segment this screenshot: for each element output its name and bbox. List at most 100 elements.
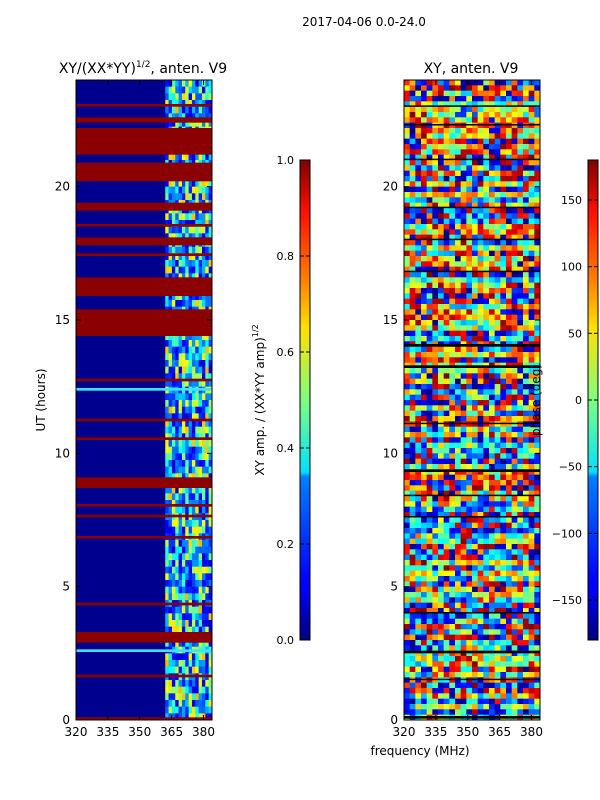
phase-cell [409,469,416,475]
phase-cell [415,96,422,102]
phase-cell [472,698,478,705]
phase-cell [466,442,473,449]
phase-cell [426,154,433,161]
amp-cell [198,93,203,101]
amp-cell [171,413,176,421]
amp-cell [175,553,179,561]
phase-cell [506,469,512,475]
phase-cell [506,501,512,507]
amp-cell [195,553,199,561]
phase-cell [477,293,484,299]
phase-cell [477,106,484,113]
phase-cell [517,480,524,486]
phase-cell [415,245,422,251]
phase-cell [494,538,501,545]
phase-cell [494,453,501,459]
amp-cell [165,86,169,94]
amp-cell [168,433,173,441]
amp-xtick-label: 320 [65,725,88,739]
phase-cell [449,544,456,550]
amp-cell [165,273,169,281]
amp-cell [181,706,186,714]
phase-cell [511,698,518,705]
phase-cell [415,474,422,481]
phase-cell [449,261,456,267]
phase-cell [500,176,507,182]
amp-cell [198,500,203,507]
amp-cell [175,680,179,687]
amp-cell [178,180,183,187]
amp-cell [178,393,183,401]
amp-cell [195,620,199,627]
amp-cell [188,93,193,101]
amp-cell [171,606,176,614]
phase-cell [534,565,541,571]
phase-cell [528,586,535,593]
phase-cell [409,117,416,123]
amp-cell [171,346,176,354]
phase-cell [455,336,461,342]
phase-cell [421,570,427,577]
phase-cell [483,672,490,678]
phase-cell [460,464,467,470]
amp-cell [165,520,169,527]
phase-cell [489,101,495,107]
amp-cell [175,620,179,627]
phase-cell [506,640,512,646]
phase-cell [415,554,422,561]
amp-cell [198,226,203,234]
phase-cell [489,650,495,657]
amp-cell [185,93,189,101]
amp-cell [191,226,196,234]
phase-cell [466,378,473,385]
phase-cell [409,608,416,614]
phase-cell [523,480,529,486]
phase-cell [432,709,439,715]
phase-cell [500,277,507,283]
phase-cell [415,602,422,609]
phase-cell [415,506,422,513]
phase-cell [517,314,524,321]
phase-cell [494,437,501,443]
amp-cell [181,193,186,201]
phase-cell [523,400,529,406]
amp-cell [188,193,193,201]
phase-cell [443,512,450,518]
phase-cell [404,314,410,321]
phase-cell [455,224,461,230]
phase-cell [415,608,422,614]
phase-cell [472,229,478,235]
phase-cell [523,448,529,454]
phase-cell [477,672,484,678]
phase-cell [500,336,507,342]
phase-cell [449,570,456,577]
amp-cell [165,613,169,621]
phase-cell [426,346,433,353]
phase-cell [511,634,518,641]
phase-cell [426,368,433,374]
amp-cell [168,506,173,514]
phase-cell [460,101,467,107]
phase-cell [432,181,439,187]
phase-cell [500,650,507,657]
amp-cell [168,446,173,454]
phase-cell [421,597,427,603]
phase-cell [483,128,490,134]
amp-cell [205,546,209,554]
phase-cell [506,464,512,470]
phase-cell [500,474,507,481]
amp-cell [201,113,206,121]
phase-cell [415,634,422,641]
amp-cell [165,353,169,361]
phase-cell [460,560,467,566]
phase-cell [404,277,410,283]
phase-cell [443,698,450,705]
phase-cell [455,688,461,694]
phase-cell [494,224,501,230]
amp-cell [165,553,169,561]
phase-cell [426,522,433,529]
amp-cell [198,693,203,701]
amp-cell [168,700,173,707]
phase-cell [528,405,535,411]
amp-cell [208,253,213,261]
